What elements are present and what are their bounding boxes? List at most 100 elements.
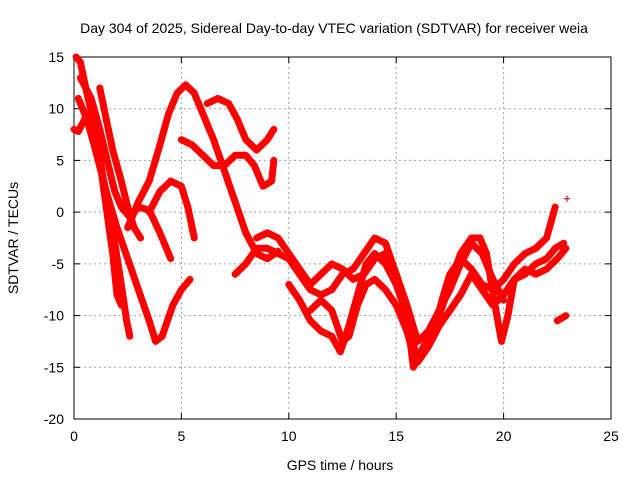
data-point bbox=[532, 271, 539, 278]
data-point bbox=[111, 188, 118, 195]
data-point bbox=[178, 286, 185, 293]
y-axis-label: SDTVAR / TECUs bbox=[5, 182, 21, 294]
y-tick-label: 10 bbox=[48, 101, 64, 117]
data-point bbox=[124, 255, 131, 262]
data-point bbox=[242, 136, 249, 143]
data-point bbox=[543, 266, 550, 273]
data-point bbox=[146, 209, 153, 216]
data-point bbox=[268, 178, 275, 185]
plot-frame bbox=[73, 56, 612, 420]
data-point bbox=[221, 162, 228, 169]
data-point bbox=[483, 250, 490, 257]
data-point bbox=[446, 281, 453, 288]
data-point bbox=[360, 250, 367, 257]
data-point bbox=[189, 141, 196, 148]
series-trace bbox=[145, 177, 198, 242]
data-point bbox=[457, 250, 464, 257]
y-tick-label: -15 bbox=[44, 359, 64, 375]
data-point bbox=[492, 302, 499, 309]
data-point bbox=[169, 302, 176, 309]
data-point bbox=[318, 297, 325, 304]
data-point bbox=[113, 291, 120, 298]
data-point bbox=[184, 203, 191, 210]
y-tick-label: 15 bbox=[48, 49, 64, 65]
data-point bbox=[71, 126, 77, 133]
data-point bbox=[214, 95, 221, 102]
series-trace bbox=[203, 94, 278, 154]
data-point bbox=[275, 235, 282, 241]
data-point bbox=[167, 178, 174, 185]
data-point bbox=[77, 59, 84, 66]
data-point bbox=[260, 183, 267, 190]
data-point bbox=[204, 100, 211, 107]
data-point bbox=[191, 90, 198, 97]
data-point bbox=[146, 317, 153, 324]
data-series-arc-10 bbox=[203, 94, 278, 154]
data-series-arc-4 bbox=[76, 74, 175, 263]
data-point bbox=[328, 286, 335, 293]
data-point bbox=[552, 203, 559, 210]
data-point bbox=[552, 245, 559, 252]
data-point bbox=[103, 203, 110, 210]
data-point bbox=[446, 307, 453, 314]
data-point bbox=[498, 338, 505, 345]
data-point bbox=[264, 229, 271, 236]
data-point bbox=[191, 235, 198, 241]
data-point bbox=[468, 235, 475, 241]
y-tick-label: -10 bbox=[44, 308, 64, 324]
data-point bbox=[554, 255, 561, 262]
chart-title: Day 304 of 2025, Sidereal Day-to-day VTE… bbox=[80, 20, 588, 36]
data-point bbox=[75, 128, 82, 135]
data-point bbox=[135, 198, 142, 205]
data-point bbox=[382, 286, 389, 293]
data-point bbox=[436, 312, 443, 319]
data-point bbox=[182, 81, 189, 88]
data-point bbox=[178, 136, 185, 143]
data-point bbox=[479, 281, 486, 288]
data-point bbox=[77, 74, 84, 81]
y-tick-label: -20 bbox=[44, 411, 64, 427]
data-point bbox=[275, 250, 282, 257]
data-point bbox=[88, 126, 95, 133]
data-series-arc-5 bbox=[79, 105, 125, 309]
data-point bbox=[96, 157, 103, 164]
data-point bbox=[328, 260, 335, 267]
data-point bbox=[75, 95, 82, 102]
data-point bbox=[562, 312, 569, 319]
data-point bbox=[403, 312, 410, 319]
x-tick-label: 15 bbox=[388, 428, 404, 444]
data-point bbox=[124, 224, 131, 231]
data-point bbox=[156, 141, 163, 148]
data-point bbox=[457, 291, 464, 298]
data-point bbox=[96, 126, 103, 133]
data-point bbox=[186, 276, 193, 283]
grid bbox=[74, 57, 611, 419]
data-point bbox=[118, 302, 125, 309]
data-point bbox=[242, 229, 249, 236]
data-point bbox=[232, 271, 239, 278]
data-point bbox=[285, 250, 292, 257]
data-point bbox=[500, 276, 507, 283]
y-tick-label: -5 bbox=[52, 256, 65, 272]
data-point bbox=[167, 255, 174, 262]
data-point bbox=[264, 255, 271, 262]
x-tick-label: 10 bbox=[281, 428, 297, 444]
data-point bbox=[199, 110, 206, 117]
data-point bbox=[210, 136, 217, 143]
data-point bbox=[109, 250, 116, 257]
data-point bbox=[307, 281, 314, 288]
y-tick-label: 0 bbox=[56, 204, 64, 220]
data-point bbox=[242, 152, 249, 159]
data-point bbox=[382, 250, 389, 257]
data-point bbox=[363, 281, 370, 288]
data-point bbox=[337, 348, 344, 355]
data-point bbox=[371, 250, 378, 257]
data-point bbox=[253, 147, 260, 154]
data-point bbox=[296, 266, 303, 273]
series-layer bbox=[70, 53, 570, 371]
data-point bbox=[371, 235, 378, 241]
data-point bbox=[234, 116, 241, 123]
data-point bbox=[393, 302, 400, 309]
data-point bbox=[232, 198, 239, 205]
